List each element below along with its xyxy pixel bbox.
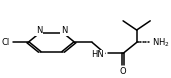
Text: N: N bbox=[36, 26, 42, 35]
Text: O: O bbox=[120, 67, 126, 76]
Text: N: N bbox=[61, 26, 67, 35]
Text: Cl: Cl bbox=[2, 38, 10, 47]
Text: N: N bbox=[61, 26, 67, 35]
Text: HN: HN bbox=[91, 50, 104, 59]
Text: N: N bbox=[36, 26, 42, 35]
Text: NH$_2$: NH$_2$ bbox=[152, 36, 169, 49]
